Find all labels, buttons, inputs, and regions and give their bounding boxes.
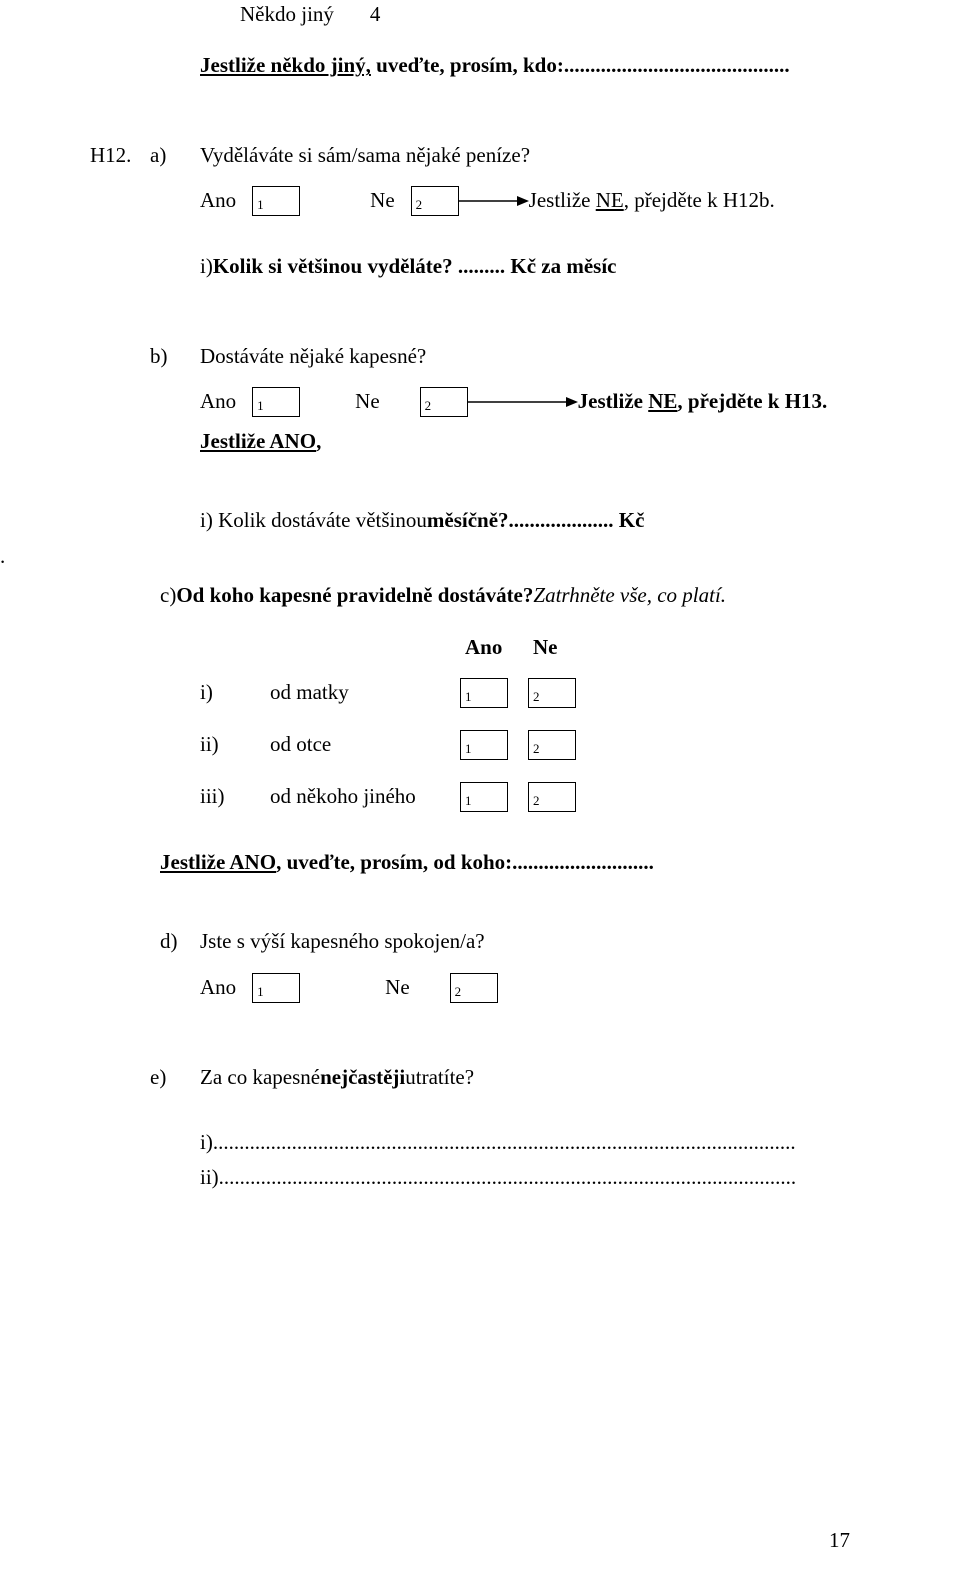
h12c-box-2-no[interactable]: 2 <box>528 782 576 812</box>
h12a-label: a) <box>150 141 200 170</box>
h12c-text: Od koho kapesné pravidelně dostáváte? <box>176 581 533 610</box>
h12d-box-yes[interactable]: 1 <box>252 973 300 1003</box>
if-someone-else-bold: Jestliže někdo jiný, <box>200 51 371 80</box>
h12c-box-0-yes[interactable]: 1 <box>460 678 508 708</box>
h12c-roman-2: iii) <box>200 782 270 811</box>
h12d-answer-row: Ano 1 Ne 2 <box>200 973 850 1003</box>
h12e-question: e) Za co kapesné nejčastěji utratíte? <box>150 1063 850 1092</box>
h12c-box-0-no[interactable]: 2 <box>528 678 576 708</box>
h12a-answer-row: Ano 1 Ne 2 Jestliže NE, přejděte k H12b. <box>200 186 850 216</box>
h12c-box-1-yes[interactable]: 1 <box>460 730 508 760</box>
h12c-label: c) <box>160 581 176 610</box>
someone-else-code: 4 <box>370 0 381 29</box>
page: Někdo jiný 4 Jestliže někdo jiný, uveďte… <box>0 0 960 1583</box>
h12b-i: i) Kolik dostáváte většinou měsíčně ?...… <box>200 506 850 535</box>
h12c-item-0: i) od matky 1 2 <box>200 678 850 708</box>
h12c-box-2-yes[interactable]: 1 <box>460 782 508 812</box>
h12e-i: i)......................................… <box>200 1128 850 1157</box>
h12b-jump: Jestliže NE, přejděte k H13. <box>578 387 828 416</box>
h12e-bold: nejčastěji <box>320 1063 405 1092</box>
h12d-box-no[interactable]: 2 <box>450 973 498 1003</box>
h12b-i-text: i) Kolik dostáváte většinou <box>200 506 427 535</box>
h12d-no: Ne <box>385 973 410 1002</box>
side-dot: . <box>0 542 850 571</box>
h12b-if-yes: Jestliže ANO, <box>200 427 850 456</box>
h12c-box-1-no[interactable]: 2 <box>528 730 576 760</box>
h12e-ii: ii).....................................… <box>200 1163 850 1192</box>
h12c-question: c) Od koho kapesné pravidelně dostáváte?… <box>160 581 850 610</box>
h12b-yes: Ano <box>200 387 236 416</box>
h12a-i-trail: ......... Kč za měsíc <box>458 252 617 281</box>
h12a-box-yes[interactable]: 1 <box>252 186 300 216</box>
h12a-i: i) Kolik si většinou vyděláte? .........… <box>200 252 850 281</box>
h12e-post: utratíte? <box>405 1063 474 1092</box>
h12c-item-2: iii) od někoho jiného 1 2 <box>200 782 850 812</box>
please-state-who: uveďte, prosím, kdo:....................… <box>376 51 789 80</box>
page-number: 17 <box>829 1528 850 1553</box>
h12c-header: Ano Ne <box>200 633 850 662</box>
h12a-i-bold: Kolik si většinou vyděláte? <box>213 252 453 281</box>
h12b-box-no[interactable]: 2 <box>420 387 468 417</box>
h12c-label-1: od otce <box>270 730 440 759</box>
someone-else-label: Někdo jiný <box>240 0 334 29</box>
h12-id: H12. <box>90 141 150 170</box>
h12b-i-trail: ?.................... Kč <box>498 506 644 535</box>
arrow-icon <box>459 186 529 216</box>
h12b-no: Ne <box>355 387 380 416</box>
h12a-text: Vyděláváte si sám/sama nějaké peníze? <box>200 141 530 170</box>
h12c-label-0: od matky <box>270 678 440 707</box>
h12b-text: Dostáváte nějaké kapesné? <box>200 342 426 371</box>
h12d-text: Jste s výší kapesného spokojen/a? <box>200 927 485 956</box>
h12d-question: d) Jste s výší kapesného spokojen/a? <box>160 927 850 956</box>
h12c-label-2: od někoho jiného <box>270 782 440 811</box>
someone-else-line: Někdo jiný 4 <box>240 0 850 29</box>
h12c-roman-0: i) <box>200 678 270 707</box>
h12e-pre: Za co kapesné <box>200 1063 320 1092</box>
h12d-yes: Ano <box>200 973 236 1002</box>
h12a-box-no[interactable]: 2 <box>411 186 459 216</box>
arrow-icon <box>468 387 578 417</box>
h12c-instr: Zatrhněte vše, co platí. <box>533 581 726 610</box>
h12a-question: H12. a) Vyděláváte si sám/sama nějaké pe… <box>90 141 850 170</box>
h12c-item-1: ii) od otce 1 2 <box>200 730 850 760</box>
h12c-roman-1: ii) <box>200 730 270 759</box>
h12e-label: e) <box>150 1063 200 1092</box>
h12b-question: b) Dostáváte nějaké kapesné? <box>150 342 850 371</box>
h12d-label: d) <box>160 927 200 956</box>
h12b-box-yes[interactable]: 1 <box>252 387 300 417</box>
h12a-jump: Jestliže NE, přejděte k H12b. <box>529 186 775 215</box>
h12b-i-bold: měsíčně <box>427 506 498 535</box>
h12a-i-prefix: i) <box>200 252 213 281</box>
if-someone-else-line: Jestliže někdo jiný, uveďte, prosím, kdo… <box>200 51 850 80</box>
h12c-if-yes: Jestliže ANO , uveďte, prosím, od koho:.… <box>160 848 850 877</box>
h12b-label: b) <box>150 342 200 371</box>
h12a-no: Ne <box>370 186 395 215</box>
h12a-yes: Ano <box>200 186 236 215</box>
h12b-answer-row: Ano 1 Ne 2 Jestliže NE, přejděte k H13. <box>200 387 850 417</box>
